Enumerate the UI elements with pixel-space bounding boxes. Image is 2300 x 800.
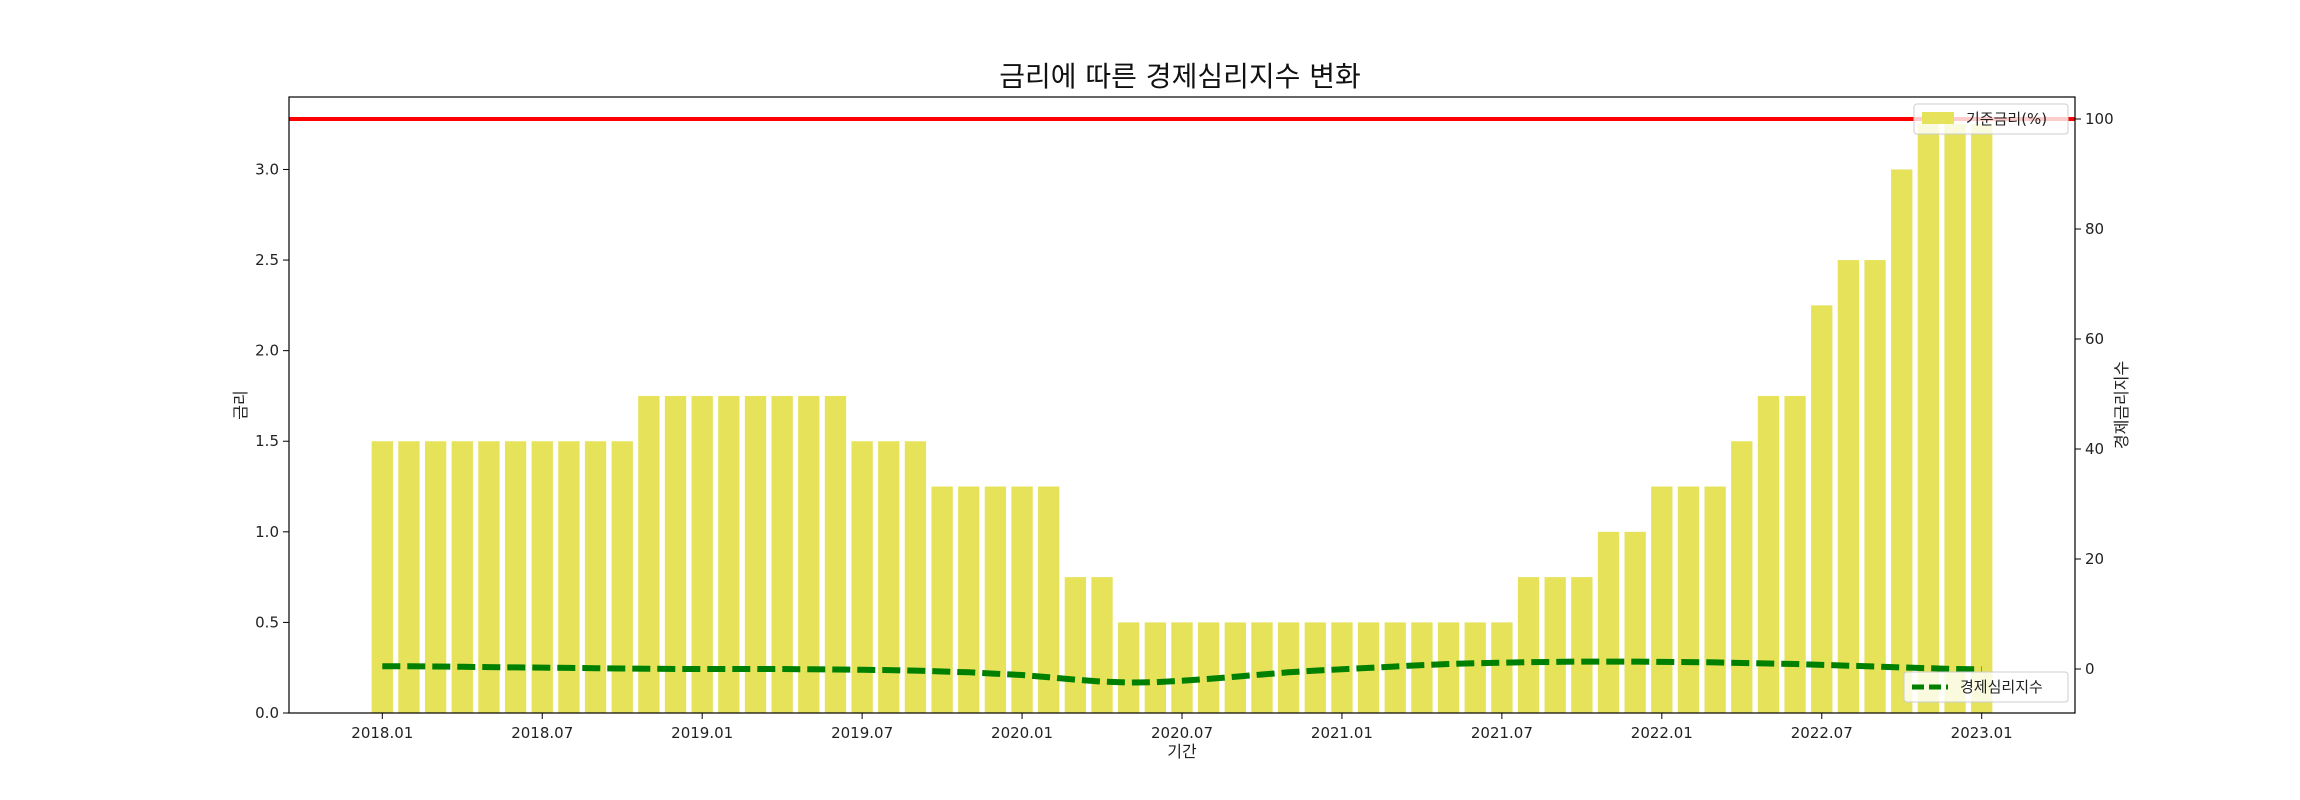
y2-tick-label: 60 bbox=[2085, 330, 2104, 348]
bar-2019.07 bbox=[851, 441, 873, 713]
bar-2018.02 bbox=[398, 441, 420, 713]
x-tick-label: 2018.01 bbox=[351, 724, 413, 742]
y-tick-label: 3.0 bbox=[255, 160, 279, 178]
x-tick-label: 2021.07 bbox=[1471, 724, 1533, 742]
bar-2021.05 bbox=[1437, 622, 1460, 713]
y-axis-title: 금리 bbox=[231, 390, 250, 419]
bar-2018.04 bbox=[451, 441, 473, 713]
bar-2022.04 bbox=[1731, 441, 1753, 713]
bar-2022.06 bbox=[1784, 395, 1806, 713]
y2-axis-title: 경제금리지수 bbox=[2112, 361, 2131, 449]
x-tick-label: 2022.01 bbox=[1631, 724, 1693, 742]
bar-2020.01 bbox=[1011, 486, 1033, 713]
bar-2018.10 bbox=[611, 441, 633, 713]
bar-2019.08 bbox=[878, 441, 900, 713]
bar-2019.11 bbox=[958, 486, 980, 713]
bar-2020.03 bbox=[1064, 577, 1087, 713]
legend-line-label: 경제심리지수 bbox=[1960, 678, 2043, 696]
y2-tick-label: 80 bbox=[2085, 220, 2104, 238]
bar-2022.11 bbox=[1917, 124, 1940, 714]
bar-2019.10 bbox=[931, 486, 953, 713]
bar-2018.07 bbox=[531, 441, 553, 713]
bars-layer bbox=[371, 124, 1993, 714]
y-tick-label: 2.5 bbox=[255, 251, 279, 269]
bar-2020.09 bbox=[1224, 622, 1246, 713]
y2-tick-label: 100 bbox=[2085, 110, 2114, 128]
x-tick-label: 2020.07 bbox=[1151, 724, 1213, 742]
bar-2021.12 bbox=[1624, 531, 1646, 713]
bar-2019.03 bbox=[744, 395, 767, 713]
bar-2022.02 bbox=[1677, 486, 1700, 713]
chart-title: 금리에 따른 경제심리지수 변화 bbox=[999, 60, 1361, 93]
bar-2022.03 bbox=[1704, 486, 1726, 713]
bar-2018.05 bbox=[478, 441, 500, 713]
bar-2020.10 bbox=[1251, 622, 1273, 713]
bar-2022.05 bbox=[1757, 395, 1780, 713]
bar-2020.04 bbox=[1091, 577, 1113, 713]
y2-tick-label: 0 bbox=[2085, 660, 2095, 678]
bar-2020.07 bbox=[1171, 622, 1193, 713]
bar-2021.09 bbox=[1544, 577, 1566, 713]
y2-tick-label: 20 bbox=[2085, 550, 2104, 568]
x-tick-label: 2019.07 bbox=[831, 724, 893, 742]
bar-2020.02 bbox=[1038, 486, 1060, 713]
bar-2018.11 bbox=[638, 395, 660, 713]
line-layer bbox=[382, 658, 1982, 686]
plot-frame bbox=[288, 96, 2076, 714]
bar-2020.08 bbox=[1197, 622, 1220, 713]
bar-2019.01 bbox=[691, 395, 713, 713]
x-tick-label: 2018.07 bbox=[511, 724, 573, 742]
bar-2019.06 bbox=[824, 395, 847, 713]
bar-2020.11 bbox=[1277, 622, 1300, 713]
bar-2022.08 bbox=[1837, 260, 1860, 713]
bar-2018.01 bbox=[371, 441, 393, 713]
bar-2020.06 bbox=[1144, 622, 1167, 713]
bar-2022.10 bbox=[1891, 169, 1913, 713]
bar-2018.12 bbox=[664, 395, 687, 713]
bar-2019.04 bbox=[771, 395, 793, 713]
x-tick-label: 2022.07 bbox=[1791, 724, 1853, 742]
y-tick-label: 1.0 bbox=[255, 523, 279, 541]
bar-2019.02 bbox=[718, 395, 740, 713]
x-axis-title: 기간 bbox=[1167, 742, 1197, 761]
bar-2021.06 bbox=[1464, 622, 1486, 713]
y-tick-label: 2.0 bbox=[255, 342, 279, 360]
y-tick-label: 1.5 bbox=[255, 432, 279, 450]
bar-2022.12 bbox=[1944, 124, 1966, 714]
y-tick-label: 0.5 bbox=[255, 613, 279, 631]
bar-2019.05 bbox=[798, 395, 820, 713]
bar-2021.08 bbox=[1517, 577, 1540, 713]
line-series-economic-sentiment bbox=[382, 658, 1982, 686]
legend-bar-swatch bbox=[1922, 112, 1954, 124]
bar-2018.06 bbox=[504, 441, 527, 713]
bar-2021.07 bbox=[1491, 622, 1513, 713]
bar-2018.09 bbox=[584, 441, 607, 713]
x-tick-label: 2020.01 bbox=[991, 724, 1053, 742]
bar-2022.07 bbox=[1811, 305, 1833, 713]
legend-top-box bbox=[1913, 103, 2069, 135]
x-tick-label: 2023.01 bbox=[1951, 724, 2013, 742]
y-tick-label: 0.0 bbox=[255, 704, 279, 722]
bar-2021.10 bbox=[1571, 577, 1593, 713]
legend-bar-series: 기준금리(%) bbox=[1913, 103, 2069, 135]
bar-2022.09 bbox=[1864, 260, 1886, 713]
bar-2020.05 bbox=[1118, 622, 1140, 713]
bar-2021.11 bbox=[1597, 531, 1620, 713]
bar-2018.08 bbox=[558, 441, 580, 713]
axes-layer: 0.0 0.5 1.0 1.5 2.0 2.5 3.0 0 20 40 60 80 100 2018.01… bbox=[255, 110, 2114, 742]
legend-bottom-box bbox=[1903, 671, 2069, 703]
bar-2018.03 bbox=[424, 441, 447, 713]
bar-2023.01 bbox=[1971, 124, 1993, 714]
bar-2019.12 bbox=[984, 486, 1007, 713]
bar-2022.01 bbox=[1651, 486, 1673, 713]
legend-bar-label: 기준금리(%) bbox=[1966, 110, 2047, 128]
legend-line-series: 경제심리지수 bbox=[1903, 671, 2069, 703]
y2-tick-label: 40 bbox=[2085, 440, 2104, 458]
x-tick-label: 2021.01 bbox=[1311, 724, 1373, 742]
bar-2019.09 bbox=[904, 441, 927, 713]
x-tick-label: 2019.01 bbox=[671, 724, 733, 742]
